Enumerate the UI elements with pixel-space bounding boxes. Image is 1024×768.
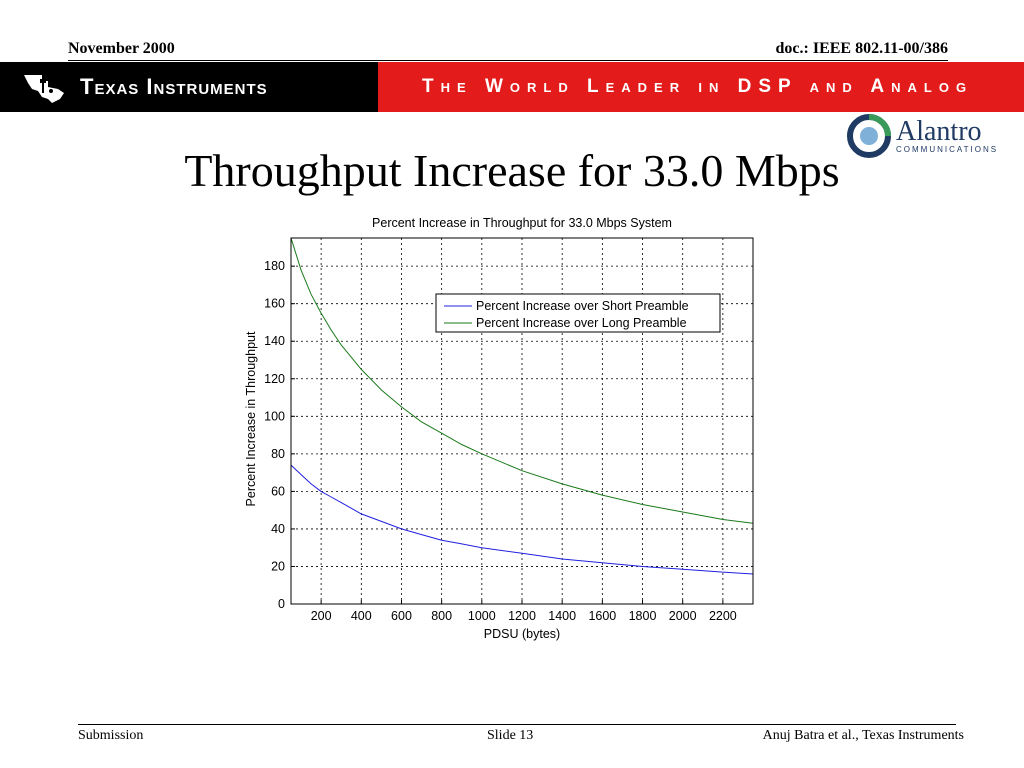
texas-state-logo-icon [24,75,64,103]
legend-box [435,293,721,333]
x-tick-label: 400 [351,609,372,623]
header-doc-id: doc.: IEEE 802.11-00/386 [775,40,948,57]
series-line-short-preamble [290,464,754,575]
x-tick-label: 1400 [548,609,576,623]
x-tick-label: 600 [391,609,412,623]
y-tick-label: 80 [271,447,285,461]
grid-lines [291,238,753,604]
throughput-chart: Percent Increase in Throughput for 33.0 … [244,216,754,641]
tagline-banner: The World Leader in DSP and Analog [378,62,1024,112]
x-tick-label: 200 [311,609,332,623]
slide-title: Throughput Increase for 33.0 Mbps [184,145,840,196]
header-date: November 2000 [68,40,175,57]
alantro-name: Alantro [896,115,982,147]
legend-label: Percent Increase over Long Preamble [476,316,687,330]
series-line-long-preamble [290,237,754,524]
ti-banner: Texas Instruments [0,62,378,112]
legend-label: Percent Increase over Short Preamble [476,299,689,313]
header-rule [68,60,948,61]
series-lines [290,237,754,575]
chart-title: Percent Increase in Throughput for 33.0 … [372,216,672,230]
x-tick-label: 1000 [468,609,496,623]
tick-labels: 200 400 600 800 1000 1200 1400 1600 1800 2000 2200… [264,259,737,623]
alantro-logo: Alantro COMMUNICATIONS [846,112,1006,160]
y-tick-label: 160 [264,297,285,311]
alantro-subtitle: COMMUNICATIONS [896,144,999,154]
y-tick-label: 140 [264,334,285,348]
alantro-swirl-icon [847,114,891,158]
x-tick-label: 1600 [588,609,616,623]
legend: Percent Increase over Short Preamble Perc… [435,293,721,333]
y-tick-label: 180 [264,259,285,273]
x-tick-label: 1800 [629,609,657,623]
y-tick-label: 100 [264,409,285,423]
footer-slide-number: Slide 13 [487,728,534,743]
footer-left: Submission [78,728,144,743]
x-tick-label: 1200 [508,609,536,623]
y-tick-label: 0 [278,597,285,611]
x-tick-label: 800 [431,609,452,623]
y-tick-label: 20 [271,559,285,573]
company-name: Texas Instruments [80,74,268,99]
footer-rule [78,724,956,725]
footer-author: Anuj Batra et al., Texas Instruments [762,728,964,743]
y-tick-label: 40 [271,522,285,536]
company-banner: Texas Instruments The World Leader in DS… [0,62,1024,112]
company-tagline: The World Leader in DSP and Analog [422,76,974,97]
x-tick-label: 2200 [709,609,737,623]
y-axis-label: Percent Increase in Throughput [244,331,258,506]
x-tick-label: 2000 [669,609,697,623]
y-tick-label: 60 [271,484,285,498]
y-tick-label: 120 [264,372,285,386]
x-axis-label: PDSU (bytes) [484,627,560,641]
